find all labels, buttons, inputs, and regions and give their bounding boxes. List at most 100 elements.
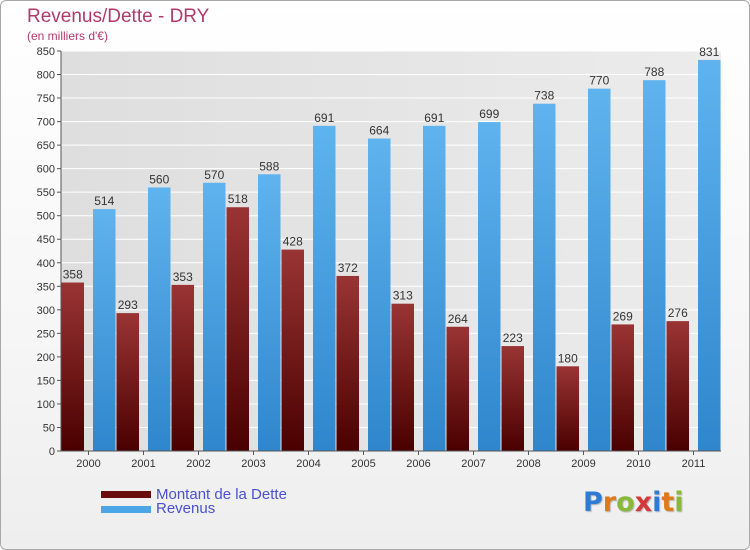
- bar-revenue-2003: [258, 174, 281, 451]
- bar-revenue-2000: [93, 209, 116, 451]
- bar-debt-2001: [116, 313, 139, 451]
- chart-title: Revenus/Dette - DRY: [27, 6, 210, 27]
- bar-revenue-2007: [478, 122, 501, 451]
- y-tick-label: 200: [37, 352, 55, 364]
- y-tick-label: 700: [37, 117, 55, 129]
- x-tick-label-2001: 2001: [131, 458, 155, 470]
- bar-revenue-2009: [588, 88, 611, 451]
- bars-group: [61, 59, 721, 452]
- data-label-revenue-2011: 831: [699, 45, 719, 59]
- y-tick-label: 800: [37, 70, 55, 82]
- logo-letter: i: [674, 487, 684, 518]
- x-tick-label-2009: 2009: [571, 458, 595, 470]
- data-label-revenue-2001: 560: [149, 172, 169, 186]
- plot-area: [61, 51, 721, 451]
- data-label-debt-2001: 293: [118, 298, 138, 312]
- x-tick-label-2004: 2004: [296, 458, 320, 470]
- y-tick-label: 750: [37, 93, 55, 105]
- logo-letter: o: [616, 487, 635, 518]
- data-label-debt-2011: 276: [668, 306, 688, 320]
- legend-label-revenue: Revenus: [156, 500, 216, 517]
- logo-letter: i: [652, 487, 662, 518]
- data-label-debt-2005: 372: [338, 261, 358, 275]
- data-label-revenue-2006: 691: [424, 111, 444, 125]
- y-tick-label: 450: [37, 234, 55, 246]
- proxiti-logo: Proxiti: [583, 487, 684, 518]
- y-tick-label: 150: [37, 375, 55, 387]
- bar-debt-2011: [666, 321, 689, 451]
- y-tick-label: 850: [37, 46, 55, 58]
- data-label-revenue-2004: 691: [314, 111, 334, 125]
- data-label-debt-2004: 428: [283, 235, 303, 249]
- axes: 0 50 100 150 200 250 300 350 400 450 500 550 600 650 7…: [37, 46, 721, 470]
- bar-debt-2009: [556, 366, 579, 451]
- data-label-revenue-2003: 588: [259, 159, 279, 173]
- y-tick-label: 50: [43, 422, 55, 434]
- y-tick-label: 550: [37, 187, 55, 199]
- bar-revenue-2004: [313, 125, 336, 451]
- data-label-revenue-2000: 514: [94, 194, 114, 208]
- x-tick-label-2003: 2003: [241, 458, 265, 470]
- data-label-debt-2010: 269: [613, 309, 633, 323]
- data-label-debt-2002: 353: [173, 270, 193, 284]
- bar-debt-2004: [281, 249, 304, 451]
- bar-debt-2008: [501, 346, 524, 451]
- y-tick-label: 600: [37, 164, 55, 176]
- y-tick-label: 350: [37, 281, 55, 293]
- logo-letter: t: [661, 487, 675, 518]
- data-label-debt-2008: 223: [503, 331, 523, 345]
- y-tick-label: 500: [37, 211, 55, 223]
- data-label-debt-2000: 358: [63, 268, 83, 282]
- data-labels: 358 514 293 560 353 570 518 588 428 691 372 664 313 6…: [63, 45, 720, 365]
- data-label-debt-2006: 313: [393, 289, 413, 303]
- data-label-debt-2009: 180: [558, 351, 578, 365]
- bar-debt-2003: [226, 207, 249, 451]
- x-tick-label-2006: 2006: [406, 458, 430, 470]
- legend-swatch-debt: [101, 491, 151, 498]
- x-tick-label-2008: 2008: [516, 458, 540, 470]
- y-tick-label: 400: [37, 258, 55, 270]
- data-label-revenue-2005: 664: [369, 124, 389, 138]
- bar-revenue-2006: [423, 125, 446, 451]
- data-label-debt-2007: 264: [448, 312, 468, 326]
- x-tick-label-2002: 2002: [186, 458, 210, 470]
- plot-background: [61, 51, 721, 451]
- bar-revenue-2002: [203, 182, 226, 451]
- data-label-revenue-2009: 770: [589, 74, 609, 88]
- data-label-revenue-2007: 699: [479, 107, 499, 121]
- x-tick-label-2011: 2011: [682, 458, 706, 470]
- x-tick-label-2000: 2000: [76, 458, 100, 470]
- bar-debt-2000: [61, 282, 84, 451]
- y-tick-label: 650: [37, 140, 55, 152]
- bar-debt-2005: [336, 275, 359, 451]
- x-tick-label-2010: 2010: [626, 458, 650, 470]
- bar-revenue-2008: [533, 103, 556, 452]
- logo-letter: P: [583, 487, 603, 518]
- bar-debt-2002: [171, 284, 194, 451]
- legend-label-debt: Montant de la Dette: [156, 486, 287, 503]
- y-tick-label: 250: [37, 328, 55, 340]
- data-label-revenue-2008: 738: [534, 89, 554, 103]
- bar-debt-2007: [446, 326, 469, 451]
- logo-letter: x: [634, 487, 653, 518]
- x-tick-label-2005: 2005: [351, 458, 375, 470]
- bar-revenue-2005: [368, 138, 391, 451]
- bar-revenue-2001: [148, 187, 171, 451]
- data-label-revenue-2002: 570: [204, 168, 224, 182]
- data-label-revenue-2010: 788: [644, 65, 664, 79]
- data-label-debt-2003: 518: [228, 192, 248, 206]
- chart-subtitle: (en milliers d'€): [27, 29, 108, 43]
- y-tick-label: 0: [49, 446, 55, 458]
- gridlines: [61, 50, 721, 452]
- y-tick-label: 100: [37, 399, 55, 411]
- bar-revenue-2010: [643, 80, 666, 452]
- bar-debt-2010: [611, 324, 634, 451]
- x-tick-label-2007: 2007: [461, 458, 485, 470]
- bar-debt-2006: [391, 303, 414, 451]
- logo-letter: r: [602, 487, 617, 518]
- y-tick-label: 300: [37, 305, 55, 317]
- bar-revenue-2011: [698, 59, 721, 452]
- legend-swatch-revenue: [101, 506, 151, 513]
